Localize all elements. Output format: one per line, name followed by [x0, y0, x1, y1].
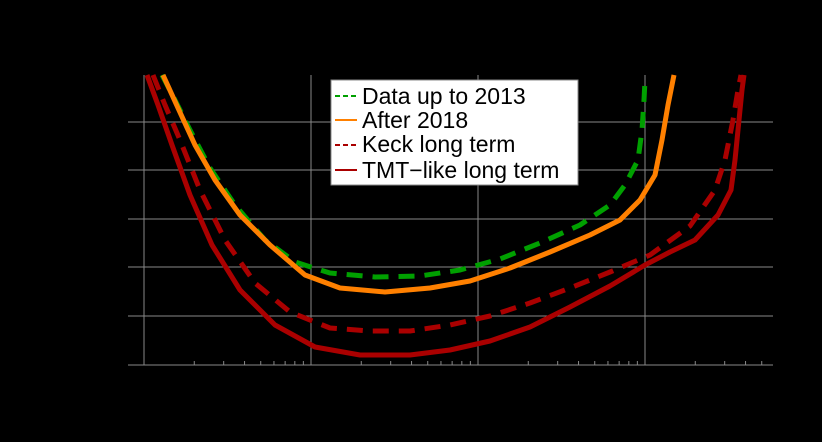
legend-box: [330, 79, 579, 186]
axes: [193, 361, 763, 365]
series-group: [144, 73, 747, 358]
legend-label: Keck long term: [362, 131, 515, 157]
legend: Data up to 2013 After 2018 Keck long ter…: [330, 79, 579, 186]
legend-label: After 2018: [362, 107, 468, 133]
legend-item-keck: Keck long term: [335, 131, 515, 157]
grid: [128, 75, 773, 366]
legend-label: TMT−like long term: [362, 157, 559, 183]
legend-item-tmt: TMT−like long term: [335, 157, 559, 183]
legend-label: Data up to 2013: [362, 83, 526, 109]
series-line-3: [144, 74, 747, 358]
legend-item-data-2013: Data up to 2013: [335, 83, 526, 109]
series-line-2: [150, 74, 744, 334]
legend-item-after-2018: After 2018: [335, 107, 468, 133]
series-line-1: [160, 73, 677, 295]
